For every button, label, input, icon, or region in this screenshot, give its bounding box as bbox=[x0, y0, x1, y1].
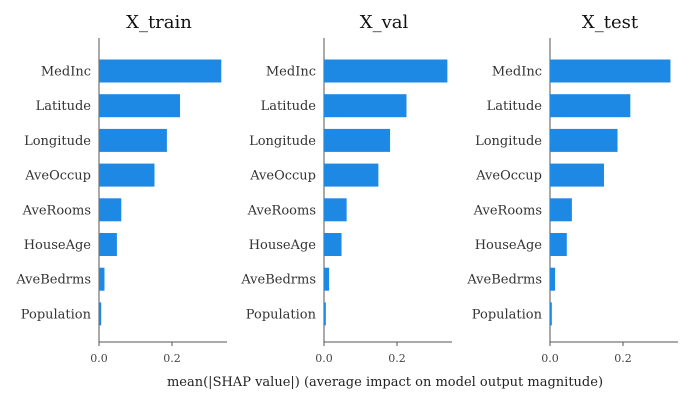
bar-averooms bbox=[99, 198, 122, 222]
bar-avebedrms bbox=[99, 267, 105, 291]
feature-label-averooms: AveRooms bbox=[247, 203, 316, 218]
feature-label-aveoccup: AveOccup bbox=[249, 169, 316, 184]
bar-averooms bbox=[550, 198, 572, 222]
bar-aveoccup bbox=[550, 163, 605, 187]
bar-medinc bbox=[550, 59, 671, 83]
x-tick-label: 0.2 bbox=[388, 352, 406, 365]
panel-x-train: X_train MedInc Latitude Longitude AveOccup Av… bbox=[15, 12, 227, 365]
feature-label-latitude: Latitude bbox=[36, 99, 92, 114]
feature-label-population: Population bbox=[246, 307, 317, 322]
bar-avebedrms bbox=[550, 267, 556, 291]
bar-latitude bbox=[99, 94, 181, 118]
feature-label-aveoccup: AveOccup bbox=[24, 169, 91, 184]
bar-latitude bbox=[550, 94, 631, 118]
bar-aveoccup bbox=[324, 163, 379, 187]
bar-houseage bbox=[550, 233, 567, 256]
bar-houseage bbox=[99, 233, 117, 256]
feature-label-longitude: Longitude bbox=[475, 134, 542, 149]
feature-label-averooms: AveRooms bbox=[22, 203, 91, 218]
feature-label-houseage: HouseAge bbox=[475, 238, 543, 253]
feature-label-longitude: Longitude bbox=[249, 134, 316, 149]
bar-avebedrms bbox=[324, 267, 330, 291]
feature-label-medinc: MedInc bbox=[266, 65, 316, 80]
bar-population bbox=[99, 302, 102, 326]
x-axis-label: mean(|SHAP value|) (average impact on mo… bbox=[167, 375, 603, 390]
feature-label-aveoccup: AveOccup bbox=[475, 169, 542, 184]
feature-label-population: Population bbox=[21, 307, 92, 322]
x-tick-label: 0.0 bbox=[541, 352, 559, 365]
panel-title: X_val bbox=[360, 12, 409, 33]
feature-label-latitude: Latitude bbox=[487, 99, 543, 114]
feature-label-houseage: HouseAge bbox=[249, 238, 317, 253]
bar-longitude bbox=[99, 128, 167, 152]
feature-label-population: Population bbox=[472, 307, 543, 322]
bar-population bbox=[324, 302, 326, 326]
bar-population bbox=[550, 302, 552, 326]
x-tick-label: 0.0 bbox=[315, 352, 333, 365]
feature-label-avebedrms: AveBedrms bbox=[15, 273, 91, 288]
feature-label-medinc: MedInc bbox=[41, 65, 91, 80]
bar-houseage bbox=[324, 233, 342, 256]
feature-label-longitude: Longitude bbox=[24, 134, 91, 149]
panel-x-val: X_val MedInc Latitude Longitude AveOccup AveR… bbox=[240, 12, 452, 365]
bar-medinc bbox=[99, 59, 222, 83]
feature-label-medinc: MedInc bbox=[492, 65, 542, 80]
panel-title: X_train bbox=[126, 12, 192, 33]
feature-label-avebedrms: AveBedrms bbox=[240, 273, 316, 288]
bar-longitude bbox=[324, 128, 391, 152]
bar-latitude bbox=[324, 94, 407, 118]
x-tick-label: 0.2 bbox=[163, 352, 181, 365]
bar-medinc bbox=[324, 59, 448, 83]
bar-aveoccup bbox=[99, 163, 155, 187]
feature-label-latitude: Latitude bbox=[261, 99, 317, 114]
feature-label-averooms: AveRooms bbox=[473, 203, 542, 218]
panel-title: X_test bbox=[582, 12, 639, 33]
x-tick-label: 0.0 bbox=[90, 352, 108, 365]
feature-label-avebedrms: AveBedrms bbox=[466, 273, 542, 288]
panel-x-test: X_test MedInc Latitude Longitude AveOccup Ave… bbox=[466, 12, 678, 365]
feature-label-houseage: HouseAge bbox=[24, 238, 92, 253]
x-tick-label: 0.2 bbox=[614, 352, 632, 365]
bar-averooms bbox=[324, 198, 347, 222]
bar-longitude bbox=[550, 128, 618, 152]
